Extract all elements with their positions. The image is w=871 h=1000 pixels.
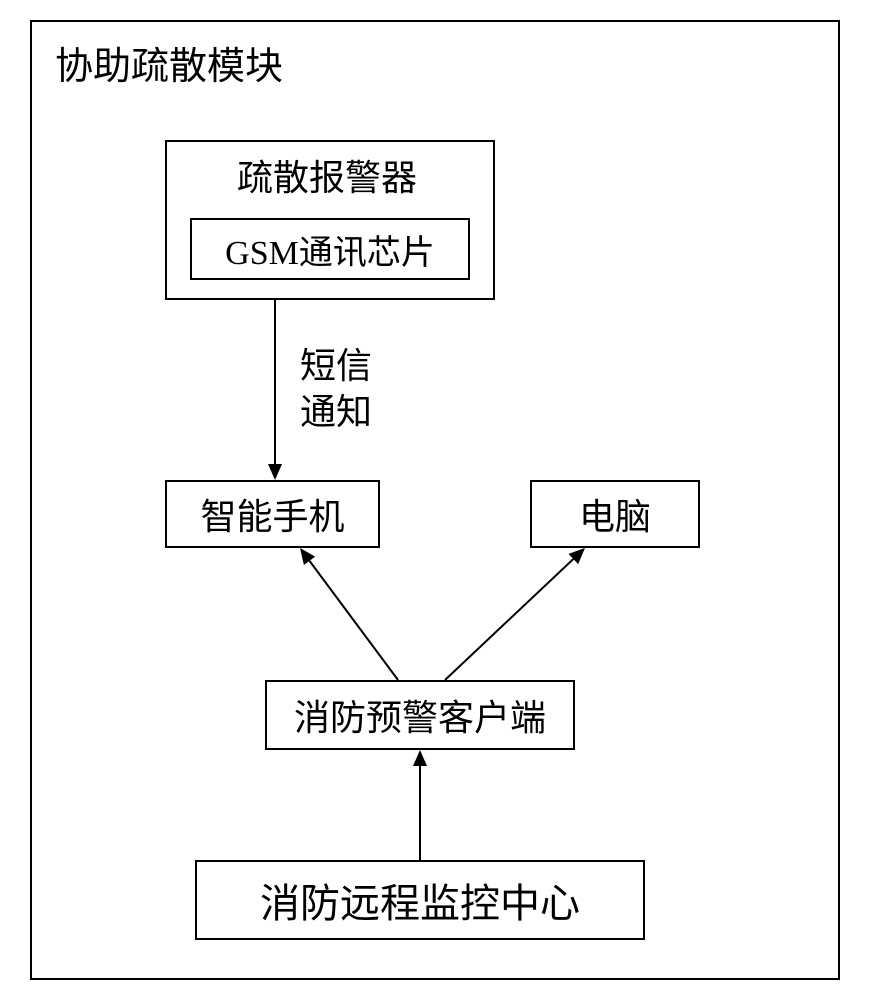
diagram-canvas: 协助疏散模块 疏散报警器 GSM通讯芯片 智能手机 电脑 消防预警客户端 消防远… [0, 0, 871, 1000]
edge-label-sms-line1: 短信 [300, 345, 372, 388]
arrows-layer [0, 0, 871, 1000]
edge-label-sms-line2: 通知 [300, 391, 372, 434]
